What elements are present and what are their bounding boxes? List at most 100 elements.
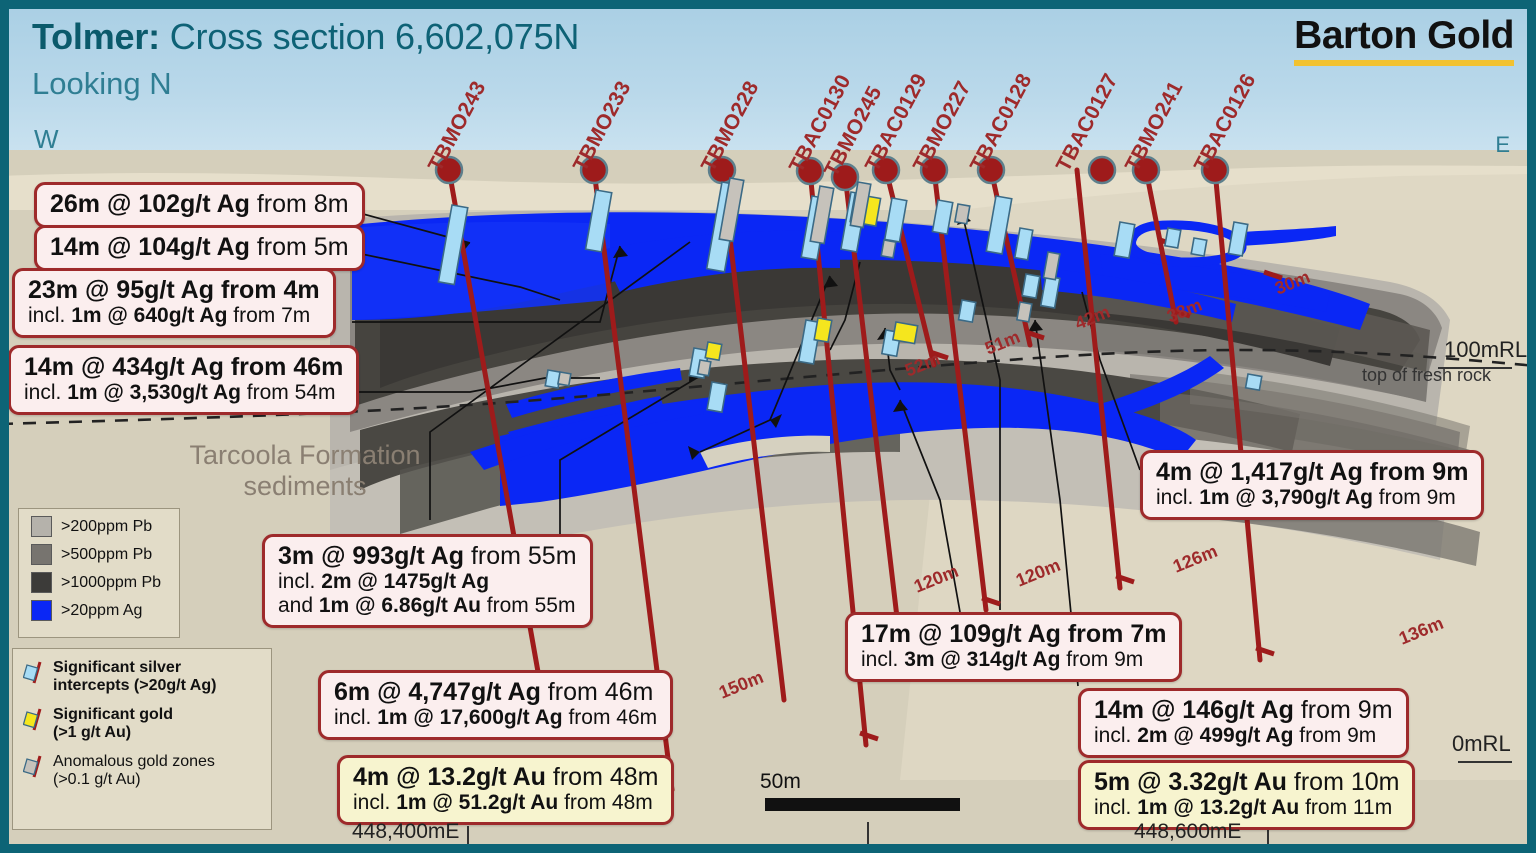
- legend-geology: >200ppm Pb >500ppm Pb >1000ppm Pb >20ppm Ag: [18, 508, 180, 638]
- callout-c10: 14m @ 146g/t Ag from 9m incl. 2m @ 499g/t…: [1078, 688, 1409, 759]
- callout-line-1: 4m @ 13.2g/t Au from 48m: [353, 763, 658, 791]
- callout-line-2: incl. 1m @ 3,530g/t Ag from 54m: [24, 381, 336, 404]
- callout-line-1: 23m @ 95g/t Ag from 4m: [28, 276, 320, 304]
- legend-geology-row: >500ppm Pb: [31, 544, 179, 565]
- callout-c11: 5m @ 3.32g/t Au from 10m incl. 1m @ 13.2g…: [1078, 760, 1416, 831]
- legend-intercept-label: Significant silver intercepts (>20g/t Ag): [53, 659, 217, 695]
- formation-label: Tarcoola Formation sediments: [160, 440, 450, 502]
- legend-geology-label: >20ppm Ag: [61, 601, 143, 619]
- callout-line-1: 3m @ 993g/t Ag from 55m: [278, 542, 577, 570]
- legend-swatch: [31, 572, 52, 593]
- sky-band: [0, 0, 1536, 166]
- callout-line-1: 14m @ 104g/t Ag from 5m: [50, 233, 349, 261]
- callout-grade: 5m @ 3.32g/t Au: [1094, 768, 1287, 796]
- scale-bar: [765, 798, 960, 811]
- rl-100-label: 100mRL: [1444, 337, 1528, 362]
- callout-grade: 3m @ 993g/t Ag: [278, 542, 464, 570]
- callout-line-2: incl. 1m @ 13.2g/t Au from 11m: [1094, 796, 1393, 819]
- callout-line-2: incl. 2m @ 499g/t Ag from 9m: [1094, 724, 1377, 747]
- callout-line-1: 6m @ 4,747g/t Ag from 46m: [334, 678, 657, 706]
- legend-geology-row: >200ppm Pb: [31, 516, 179, 537]
- legend-intercepts: Significant silver intercepts (>20g/t Ag)…: [12, 648, 272, 830]
- callout-c4: 14m @ 434g/t Ag from 46m incl. 1m @ 3,530…: [8, 345, 360, 416]
- callout-line-2: incl. 2m @ 1475g/t Ag: [278, 570, 490, 593]
- callout-c3: 23m @ 95g/t Ag from 4m incl. 1m @ 640g/t …: [12, 268, 336, 339]
- rl-0-label: 0mRL: [1452, 731, 1511, 756]
- callout-line-1: 4m @ 1,417g/t Ag from 9m: [1156, 458, 1468, 486]
- legend-swatch: [31, 516, 52, 537]
- callout-c6: 6m @ 4,747g/t Ag from 46m incl. 1m @ 17,6…: [318, 670, 674, 741]
- legend-intercept-label: Significant gold (>1 g/t Au): [53, 705, 173, 742]
- legend-geology-row: >1000ppm Pb: [31, 572, 179, 593]
- leader-lines: [351, 210, 1141, 687]
- legend-intercept-row: Anomalous gold zones (>0.1 g/t Au): [22, 752, 271, 790]
- legend-swatch: [31, 544, 52, 565]
- page-title: Tolmer: Cross section 6,602,075N: [32, 16, 579, 58]
- east-label: E: [1495, 132, 1510, 157]
- intercept-bars: [437, 177, 1263, 414]
- callout-line-2: incl. 1m @ 3,790g/t Ag from 9m: [1156, 486, 1456, 509]
- logo-text: Barton Gold: [1294, 14, 1514, 57]
- callout-grade: 4m @ 1,417g/t Ag from 9m: [1156, 458, 1469, 486]
- callout-grade: 14m @ 146g/t Ag: [1094, 696, 1294, 724]
- callout-grade: 4m @ 13.2g/t Au: [353, 763, 546, 791]
- page-title-rest: Cross section 6,602,075N: [159, 16, 580, 57]
- rl-ticks: [1438, 367, 1512, 763]
- easting-right-label: 448,600mE: [1134, 820, 1242, 843]
- legend-geology-label: >1000ppm Pb: [61, 573, 162, 591]
- callout-grade: 23m @ 95g/t Ag from 4m: [28, 276, 320, 304]
- callout-c9: 4m @ 1,417g/t Ag from 9m incl. 1m @ 3,790…: [1140, 450, 1485, 521]
- callout-line-2: incl. 3m @ 314g/t Ag from 9m: [861, 648, 1144, 671]
- legend-intercept-row: Significant silver intercepts (>20g/t Ag): [22, 659, 271, 696]
- logo-underline: [1294, 60, 1514, 66]
- formation-line-2: sediments: [243, 471, 367, 502]
- callout-grade: 26m @ 102g/t Ag: [50, 190, 250, 218]
- callout-from: from 46m: [540, 678, 654, 706]
- intercept-stick-icon: [22, 753, 49, 779]
- callout-line-1: 14m @ 434g/t Ag from 46m: [24, 353, 343, 381]
- legend-intercept-row: Significant gold (>1 g/t Au): [22, 705, 271, 743]
- callout-c5: 3m @ 993g/t Ag from 55m incl. 2m @ 1475g/…: [262, 534, 593, 629]
- callout-line-1: 17m @ 109g/t Ag from 7m: [861, 620, 1166, 648]
- callout-from: from 10m: [1286, 768, 1400, 796]
- legend-swatch: [31, 600, 52, 621]
- legend-geology-label: >200ppm Pb: [61, 517, 153, 535]
- callout-c1: 26m @ 102g/t Ag from 8m: [34, 182, 365, 228]
- callout-from: from 8m: [249, 190, 349, 218]
- barton-gold-logo: Barton Gold: [1294, 14, 1514, 66]
- callout-grade: 17m @ 109g/t Ag from 7m: [861, 620, 1167, 648]
- callout-line-2: incl. 1m @ 51.2g/t Au from 48m: [353, 791, 653, 814]
- legend-geology-label: >500ppm Pb: [61, 545, 153, 563]
- page-subtitle: Looking N: [32, 66, 172, 101]
- callout-grade: 14m @ 434g/t Ag from 46m: [24, 353, 344, 381]
- callout-c2: 14m @ 104g/t Ag from 5m: [34, 225, 365, 271]
- formation-line-1: Tarcoola Formation: [189, 440, 421, 470]
- intercept-stick-icon: [22, 706, 49, 732]
- drill-traces: [434, 155, 1283, 793]
- callout-line-1: 14m @ 146g/t Ag from 9m: [1094, 696, 1393, 724]
- callout-line-1: 5m @ 3.32g/t Au from 10m: [1094, 768, 1399, 796]
- callout-line-2: incl. 1m @ 17,600g/t Ag from 46m: [334, 706, 658, 729]
- page-title-bold: Tolmer:: [32, 16, 160, 57]
- callout-c7: 4m @ 13.2g/t Au from 48m incl. 1m @ 51.2g…: [337, 755, 675, 826]
- callout-line-3: and 1m @ 6.86g/t Au from 55m: [278, 594, 576, 618]
- ag-stringer: [506, 368, 682, 418]
- easting-left-label: 448,400mE: [352, 820, 460, 843]
- callout-from: from 55m: [464, 542, 577, 570]
- callout-from: from 48m: [545, 763, 659, 791]
- callout-line-1: 26m @ 102g/t Ag from 8m: [50, 190, 349, 218]
- callout-line-2: incl. 1m @ 640g/t Ag from 7m: [28, 304, 311, 327]
- fresh-rock-label: top of fresh rock: [1362, 365, 1492, 385]
- west-label: W: [34, 124, 59, 154]
- scale-bar-label: 50m: [760, 770, 801, 793]
- legend-geology-row: >20ppm Ag: [31, 600, 179, 621]
- collar-markers: [434, 155, 1230, 192]
- callout-grade: 14m @ 104g/t Ag: [50, 233, 250, 261]
- callout-from: from 9m: [1293, 696, 1393, 724]
- legend-intercept-label: Anomalous gold zones (>0.1 g/t Au): [53, 752, 215, 788]
- intercept-stick-icon: [22, 659, 49, 685]
- callout-c8: 17m @ 109g/t Ag from 7m incl. 3m @ 314g/t…: [845, 612, 1183, 683]
- callout-from: from 5m: [249, 233, 349, 261]
- callout-grade: 6m @ 4,747g/t Ag: [334, 678, 541, 706]
